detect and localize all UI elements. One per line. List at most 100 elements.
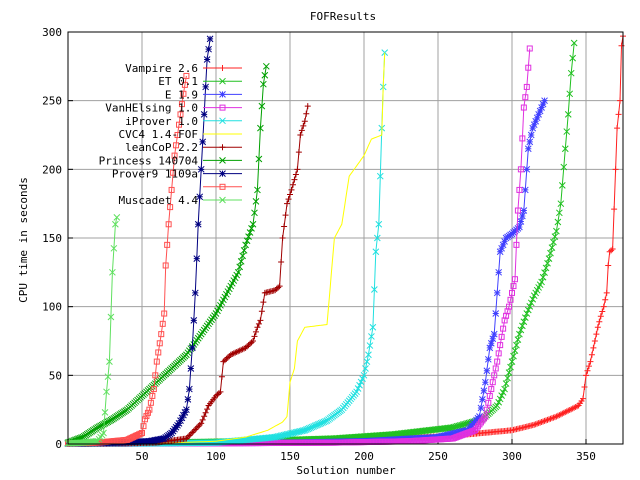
plot-frame xyxy=(67,31,624,445)
data-point xyxy=(113,214,121,221)
data-point xyxy=(372,248,380,256)
data-point xyxy=(255,155,263,163)
data-point xyxy=(519,135,526,142)
data-point xyxy=(476,413,483,420)
data-point xyxy=(585,363,592,370)
data-point xyxy=(517,218,525,225)
data-point xyxy=(304,103,311,110)
data-point xyxy=(177,417,184,425)
data-point xyxy=(548,415,555,422)
data-point xyxy=(520,104,527,111)
x-tick-label: 50 xyxy=(135,450,148,463)
data-point xyxy=(194,220,202,228)
data-point xyxy=(491,372,498,379)
data-point xyxy=(505,369,513,376)
data-point xyxy=(532,117,540,125)
data-point xyxy=(553,227,560,235)
data-point xyxy=(539,100,547,108)
data-point xyxy=(564,111,572,118)
data-point xyxy=(570,39,578,47)
data-point xyxy=(246,229,254,236)
data-point xyxy=(258,102,266,110)
data-point xyxy=(240,247,248,254)
data-point xyxy=(567,69,575,77)
legend-label: Princess 140704 xyxy=(99,154,199,167)
data-point xyxy=(513,241,520,248)
data-point xyxy=(365,351,372,359)
legend-marker xyxy=(219,144,226,151)
data-point xyxy=(504,374,511,382)
data-point xyxy=(529,295,537,303)
data-point xyxy=(535,420,542,427)
data-point xyxy=(292,171,299,178)
data-point xyxy=(500,325,507,332)
data-point xyxy=(496,248,504,256)
data-point xyxy=(541,417,548,424)
data-point xyxy=(602,296,609,303)
data-point xyxy=(490,330,498,338)
data-point xyxy=(545,255,553,262)
data-point xyxy=(249,220,257,228)
data-point xyxy=(486,392,493,399)
data-point xyxy=(556,412,563,419)
data-point xyxy=(480,387,488,395)
data-point xyxy=(543,417,550,424)
data-point xyxy=(516,223,523,231)
data-point xyxy=(524,145,532,153)
data-point xyxy=(298,127,305,134)
data-point xyxy=(107,313,115,321)
data-point xyxy=(227,351,234,358)
data-point xyxy=(273,285,280,292)
data-point xyxy=(498,333,505,340)
data-point xyxy=(485,399,492,406)
data-point xyxy=(614,125,621,132)
data-point xyxy=(287,191,293,198)
data-point xyxy=(617,97,624,104)
data-point xyxy=(147,399,154,406)
data-point xyxy=(164,241,171,248)
data-point xyxy=(100,429,107,437)
data-point xyxy=(615,111,622,118)
data-point xyxy=(590,344,597,351)
data-point xyxy=(612,166,619,173)
data-point xyxy=(150,386,157,393)
data-point xyxy=(548,244,556,251)
legend-item-cvc4-1-4-fof: CVC4 1.4-FOF xyxy=(119,128,242,141)
data-point xyxy=(497,342,504,349)
data-point xyxy=(558,182,566,189)
data-point xyxy=(224,354,231,361)
data-point xyxy=(605,262,612,269)
data-point xyxy=(203,56,211,63)
data-point xyxy=(262,62,270,70)
data-point xyxy=(562,409,569,416)
data-point xyxy=(580,395,587,402)
data-point xyxy=(149,392,156,399)
legend-label: iProver 1.0 xyxy=(125,115,198,128)
data-point xyxy=(563,408,570,415)
data-point xyxy=(232,349,239,356)
data-point xyxy=(291,176,298,183)
data-point xyxy=(594,324,601,331)
x-tick-label: 200 xyxy=(354,450,374,463)
data-point xyxy=(529,124,537,132)
legend-marker xyxy=(219,91,226,98)
data-point xyxy=(284,200,291,207)
data-point xyxy=(235,348,242,355)
plot-series xyxy=(64,33,626,448)
data-point xyxy=(584,367,591,374)
chart-title: FOFResults xyxy=(310,10,376,23)
data-point xyxy=(587,358,594,365)
data-point xyxy=(496,395,504,403)
data-point xyxy=(551,233,559,240)
data-point xyxy=(251,333,258,340)
legend-label: Vampire 2.6 xyxy=(125,62,198,75)
data-point xyxy=(239,252,246,260)
data-point xyxy=(282,212,289,219)
x-tick-label: 350 xyxy=(576,450,596,463)
data-point xyxy=(489,335,497,343)
data-point xyxy=(539,273,547,281)
data-point xyxy=(373,234,381,242)
data-point xyxy=(104,373,112,381)
data-point xyxy=(236,263,244,271)
